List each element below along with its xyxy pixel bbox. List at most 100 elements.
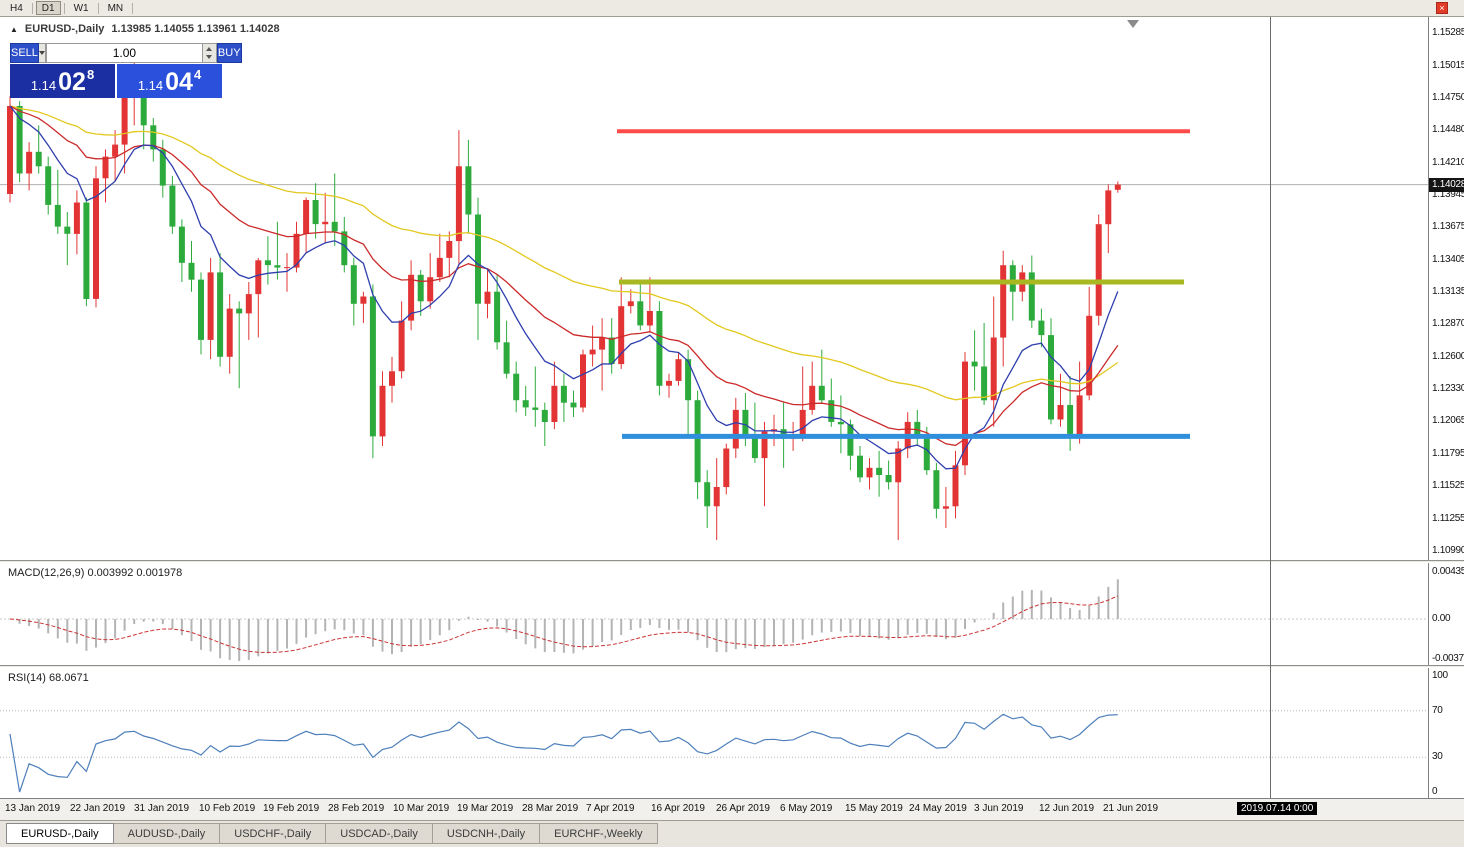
- vertical-date-line[interactable]: [1270, 17, 1271, 798]
- chart-window: ▲ EURUSD-,Daily 1.13985 1.14055 1.13961 …: [0, 17, 1464, 820]
- chevron-down-icon: [38, 51, 45, 55]
- rsi-tick-label: 0: [1432, 786, 1438, 797]
- time-axis-label: 16 Apr 2019: [651, 803, 705, 814]
- price-tick-label: 1.11525: [1432, 480, 1464, 491]
- time-axis-label: 28 Feb 2019: [328, 803, 385, 814]
- rsi-tick-label: 30: [1432, 751, 1443, 762]
- sell-price-button[interactable]: 1.14 02 8: [10, 64, 115, 98]
- sell-price-prefix: 1.14: [30, 78, 57, 93]
- tab-usdchf-daily[interactable]: USDCHF-,Daily: [220, 823, 327, 844]
- time-axis-label: 28 Mar 2019: [522, 803, 579, 814]
- macd-indicator-pane[interactable]: [0, 563, 1428, 665]
- time-axis-label: 3 Jun 2019: [974, 803, 1024, 814]
- buy-price-button[interactable]: 1.14 04 4: [117, 64, 222, 98]
- tab-usdcnh-daily[interactable]: USDCNH-,Daily: [432, 823, 541, 844]
- price-tick-label: 1.12600: [1432, 351, 1464, 362]
- top-toolbar: H4 D1 W1 MN ×: [0, 0, 1464, 17]
- volume-dropdown-button[interactable]: [38, 43, 46, 63]
- price-tick-label: 1.13135: [1432, 286, 1464, 297]
- tab-audusd-daily[interactable]: AUDUSD-,Daily: [113, 823, 221, 844]
- time-axis[interactable]: 13 Jan 2019 22 Jan 2019 31 Jan 2019 10 Feb …: [0, 798, 1464, 820]
- time-axis-label: 10 Mar 2019: [393, 803, 450, 814]
- toolbar-separator: [97, 2, 99, 14]
- candlestick-chart[interactable]: [0, 17, 1428, 560]
- volume-spinner: [201, 44, 216, 62]
- symbol-tab-bar: EURUSD-,Daily AUDUSD-,Daily USDCHF-,Daily U…: [0, 820, 1464, 847]
- time-axis-label: 26 Apr 2019: [716, 803, 770, 814]
- price-tick-label: 1.11255: [1432, 513, 1464, 524]
- date-marker-label: 2019.07.14 0:00: [1237, 802, 1318, 815]
- chart-shift-marker: [1127, 20, 1139, 28]
- volume-increase-button[interactable]: [202, 44, 216, 53]
- time-axis-label: 10 Feb 2019: [199, 803, 256, 814]
- volume-input[interactable]: [46, 44, 202, 62]
- time-axis-label: 6 May 2019: [780, 803, 833, 814]
- timeframe-button-d1[interactable]: D1: [35, 1, 61, 15]
- time-axis-label: 15 May 2019: [845, 803, 903, 814]
- price-tick-label: 1.12870: [1432, 318, 1464, 329]
- time-axis-label: 19 Mar 2019: [457, 803, 514, 814]
- chart-ohlc-values: 1.13985 1.14055 1.13961 1.14028: [111, 23, 280, 35]
- tab-eurusd-daily[interactable]: EURUSD-,Daily: [6, 823, 114, 844]
- time-axis-label: 19 Feb 2019: [263, 803, 320, 814]
- macd-tick-label: -0.00371: [1432, 653, 1464, 664]
- collapse-trade-panel-icon[interactable]: ▲: [10, 24, 18, 34]
- time-axis-label: 7 Apr 2019: [586, 803, 635, 814]
- rsi-indicator-pane[interactable]: [0, 668, 1428, 798]
- close-icon: ×: [1439, 3, 1445, 13]
- macd-label: MACD(12,26,9) 0.003992 0.001978: [8, 567, 183, 579]
- current-price-label: 1.14028: [1429, 178, 1464, 192]
- toolbar-separator: [63, 2, 65, 14]
- pane-splitter-rsi[interactable]: [0, 665, 1464, 668]
- price-tick-label: 1.14480: [1432, 124, 1464, 135]
- toolbar-close-button[interactable]: ×: [1436, 2, 1448, 14]
- buy-button[interactable]: BUY: [216, 43, 242, 63]
- macd-tick-label: 0.00: [1432, 613, 1451, 624]
- sell-price-pip: 8: [86, 67, 95, 82]
- rsi-scale[interactable]: 100 70 30 0: [1428, 668, 1464, 798]
- chart-symbol-title: EURUSD-,Daily: [24, 23, 105, 35]
- price-tick-label: 1.13945: [1432, 189, 1464, 200]
- tab-eurchf-weekly[interactable]: EURCHF-,Weekly: [540, 823, 658, 844]
- time-axis-label: 13 Jan 2019: [5, 803, 61, 814]
- price-scale[interactable]: 1.15285 1.15015 1.14750 1.14480 1.14210 1.139…: [1428, 17, 1464, 560]
- macd-tick-label: 0.004359: [1432, 566, 1464, 577]
- rsi-tick-label: 70: [1432, 705, 1443, 716]
- rsi-label: RSI(14) 68.0671: [8, 672, 89, 684]
- volume-box: [45, 43, 217, 63]
- price-tick-label: 1.11795: [1432, 448, 1464, 459]
- timeframe-toolbar: H4 D1 W1 MN: [4, 0, 136, 16]
- price-tick-label: 1.12065: [1432, 415, 1464, 426]
- price-tick-label: 1.15285: [1432, 27, 1464, 38]
- price-tick-label: 1.12330: [1432, 383, 1464, 394]
- toolbar-separator: [31, 2, 33, 14]
- rsi-tick-label: 100: [1432, 670, 1448, 681]
- time-axis-label: 22 Jan 2019: [70, 803, 126, 814]
- time-axis-label: 24 May 2019: [909, 803, 967, 814]
- time-axis-label: 31 Jan 2019: [134, 803, 190, 814]
- price-tick-label: 1.15015: [1432, 60, 1464, 71]
- price-tick-label: 1.14750: [1432, 92, 1464, 103]
- time-axis-label: 21 Jun 2019: [1103, 803, 1159, 814]
- pane-splitter-macd[interactable]: [0, 560, 1464, 563]
- sell-price-main: 02: [58, 68, 86, 96]
- price-tick-label: 1.10990: [1432, 545, 1464, 556]
- volume-decrease-button[interactable]: [202, 53, 216, 62]
- time-axis-label: 12 Jun 2019: [1039, 803, 1095, 814]
- tab-usdcad-daily[interactable]: USDCAD-,Daily: [326, 823, 433, 844]
- buy-price-pip: 4: [193, 67, 202, 82]
- timeframe-button-mn[interactable]: MN: [107, 2, 124, 14]
- timeframe-button-w1[interactable]: W1: [73, 2, 89, 14]
- macd-scale[interactable]: 0.004359 0.00 -0.00371: [1428, 563, 1464, 665]
- buy-price-main: 04: [165, 68, 193, 96]
- buy-price-prefix: 1.14: [137, 78, 164, 93]
- price-tick-label: 1.13405: [1432, 254, 1464, 265]
- sell-button[interactable]: SELL: [10, 43, 39, 63]
- price-tick-label: 1.14210: [1432, 157, 1464, 168]
- timeframe-button-h4[interactable]: H4: [10, 2, 23, 14]
- toolbar-separator: [132, 2, 134, 14]
- price-tick-label: 1.13675: [1432, 221, 1464, 232]
- chart-header: ▲ EURUSD-,Daily 1.13985 1.14055 1.13961 …: [10, 23, 280, 35]
